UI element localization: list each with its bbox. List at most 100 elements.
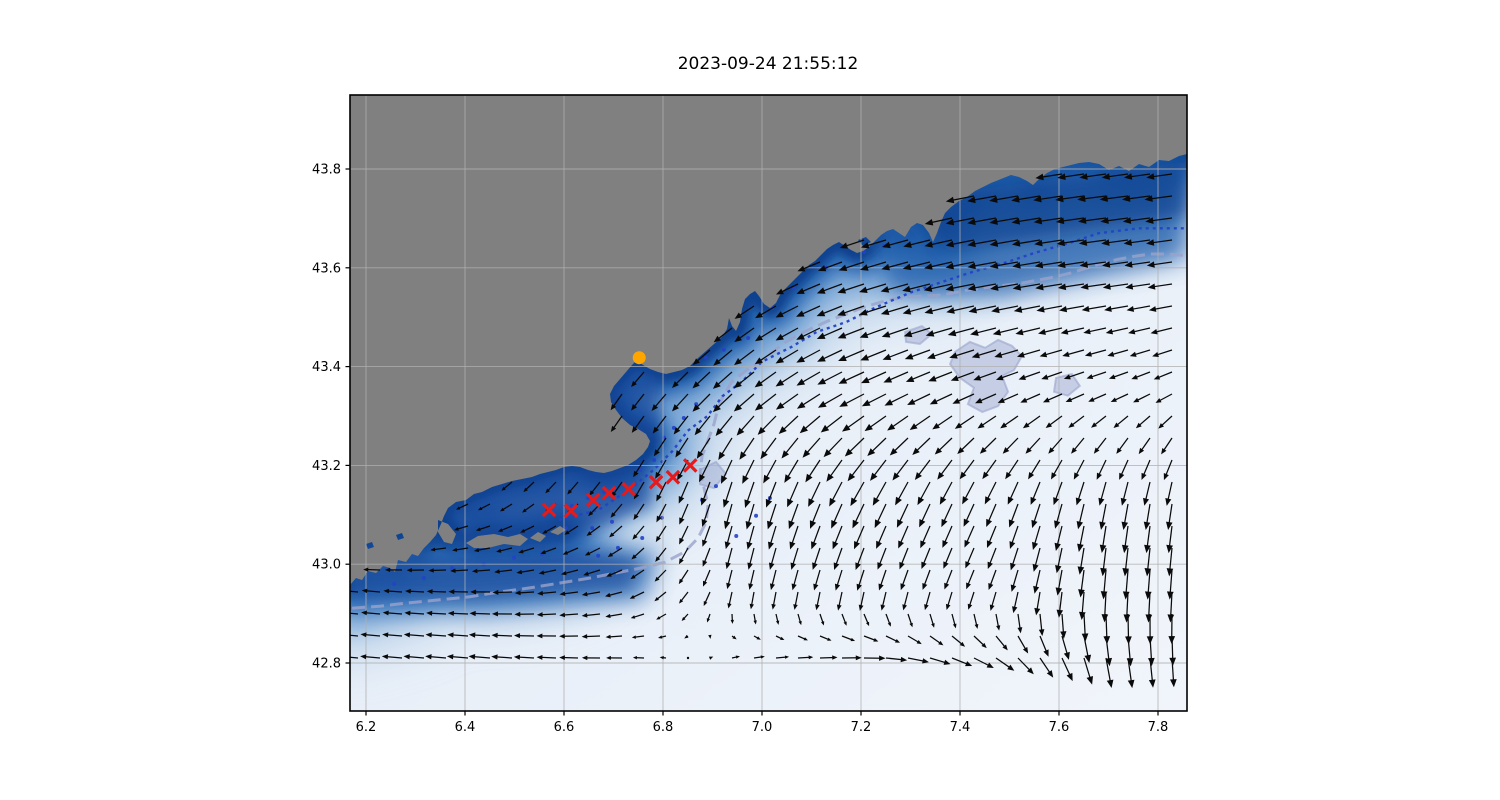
quiver-arrowhead [952,398,961,404]
quiver-arrowhead [516,569,523,575]
quiver-arrowhead [468,654,476,660]
quiver-arrowhead [428,568,434,573]
track-marker-stroke [601,485,617,501]
quiver-arrowhead [610,512,616,518]
quiver-arrowhead [513,633,521,639]
quiver-arrowhead [907,398,916,405]
quiver-arrow [927,283,953,291]
x-tick-label: 6.2 [356,720,377,735]
quiver-arrowhead [945,284,954,292]
x-tick-label: 7.0 [752,720,773,735]
quiver-arrowhead [887,622,891,627]
quiver-arrowhead [1104,305,1112,312]
quiver-arrowhead [730,619,734,624]
quiver-arrowhead [775,379,785,387]
quiver-arrowhead [673,427,681,435]
quiver-arrowhead [896,519,904,528]
quiver-arrowhead [975,397,983,404]
depth-spot [652,457,657,462]
quiver-arrowhead [708,656,714,660]
quiver-arrowhead [734,358,742,366]
quiver-arrowhead [894,638,901,643]
quiver-arrowhead [775,356,784,364]
quiver-arrowhead [1122,217,1132,224]
quiver-arrowhead [1057,283,1067,291]
quiver-arrowhead [702,539,708,547]
quiver-arrowhead [793,604,798,610]
quiver-arrowhead [768,562,775,570]
quiver-arrowhead [700,497,707,506]
quiver-arrowhead [678,495,685,504]
quiver-arrowhead [964,539,971,548]
quiver-arrowhead [855,655,862,661]
quiver-arrowhead [727,603,732,609]
quiver-arrowhead [671,404,679,412]
quiver-arrowhead [1055,587,1063,596]
quiver-arrow [1169,591,1173,619]
quiver-arrowhead [989,262,999,269]
quiver-arrowhead [339,610,345,615]
quiver-arrowhead [874,519,882,529]
quiver-arrowhead [827,637,832,641]
quiver-arrowhead [826,473,834,482]
quiver-arrowhead [914,472,922,481]
quiver-arrowhead [820,424,830,433]
quiver-arrowhead [1153,374,1161,380]
quiver-arrowhead [796,401,806,409]
quiver-arrowhead [520,528,526,533]
quiver-arrow [1081,217,1107,222]
quiver-arrowhead [1150,329,1158,335]
quiver-arrowhead [1012,283,1022,291]
quiver-arrowhead [1084,351,1092,357]
quiver-arrowhead [715,427,724,437]
quiver-arrowhead [746,541,753,550]
quiver-arrowhead [986,518,993,527]
quiver-arrow [1149,635,1153,663]
quiver-arrowhead [630,574,636,580]
quiver-arrowhead [921,561,927,570]
quiver-arrowhead [712,381,721,389]
quiver-arrowhead [1124,261,1133,268]
quiver-arrowhead [498,528,503,532]
quiver-arrowhead [501,486,506,491]
quiver-arrowhead [1079,173,1088,180]
quiver-arrowhead [584,551,591,556]
quiver-arrowhead [469,610,476,617]
quiver-arrowhead [631,554,637,560]
quiver-arrowhead [1078,239,1088,246]
quiver-arrowhead [655,471,661,479]
quiver-arrowhead [859,286,868,294]
quiver-arrowhead [842,424,851,432]
quiver-arrowhead [1091,422,1098,428]
quiver-arrowhead [879,655,886,661]
quiver-dot [686,656,690,660]
x-tick-label: 7.8 [1148,720,1169,735]
quiver-arrowhead [859,264,869,271]
quiver-arrowhead [855,562,861,570]
quiver-arrowhead [902,263,912,271]
quiver-arrowhead [760,655,765,659]
quiver-arrowhead [653,449,660,457]
quiver-arrowhead [805,473,813,483]
quiver-arrowhead [430,547,436,552]
quiver-arrowhead [1144,544,1151,554]
quiver-arrow [1016,261,1041,267]
quiver-arrowhead [542,529,548,534]
quiver-arrowhead [989,196,998,203]
quiver-arrowhead [889,447,898,456]
quiver-arrowhead [1035,173,1044,181]
quiver-arrowhead [745,520,753,530]
track-marker-x [563,503,579,519]
quiver-arrowhead [1034,261,1044,269]
quiver-arrowhead [1093,447,1100,454]
quiver-arrowhead [1012,261,1021,269]
quiver-arrowhead [609,532,615,538]
quiver-arrowhead [925,330,935,337]
quiver-arrowhead [1152,351,1159,357]
quiver-arrowhead [867,448,876,457]
quiver-arrowhead [803,637,808,641]
quiver-arrowhead [924,218,934,226]
quiver-arrowhead [781,450,790,459]
quiver-arrowhead [732,635,737,640]
quiver-arrow [841,349,865,361]
